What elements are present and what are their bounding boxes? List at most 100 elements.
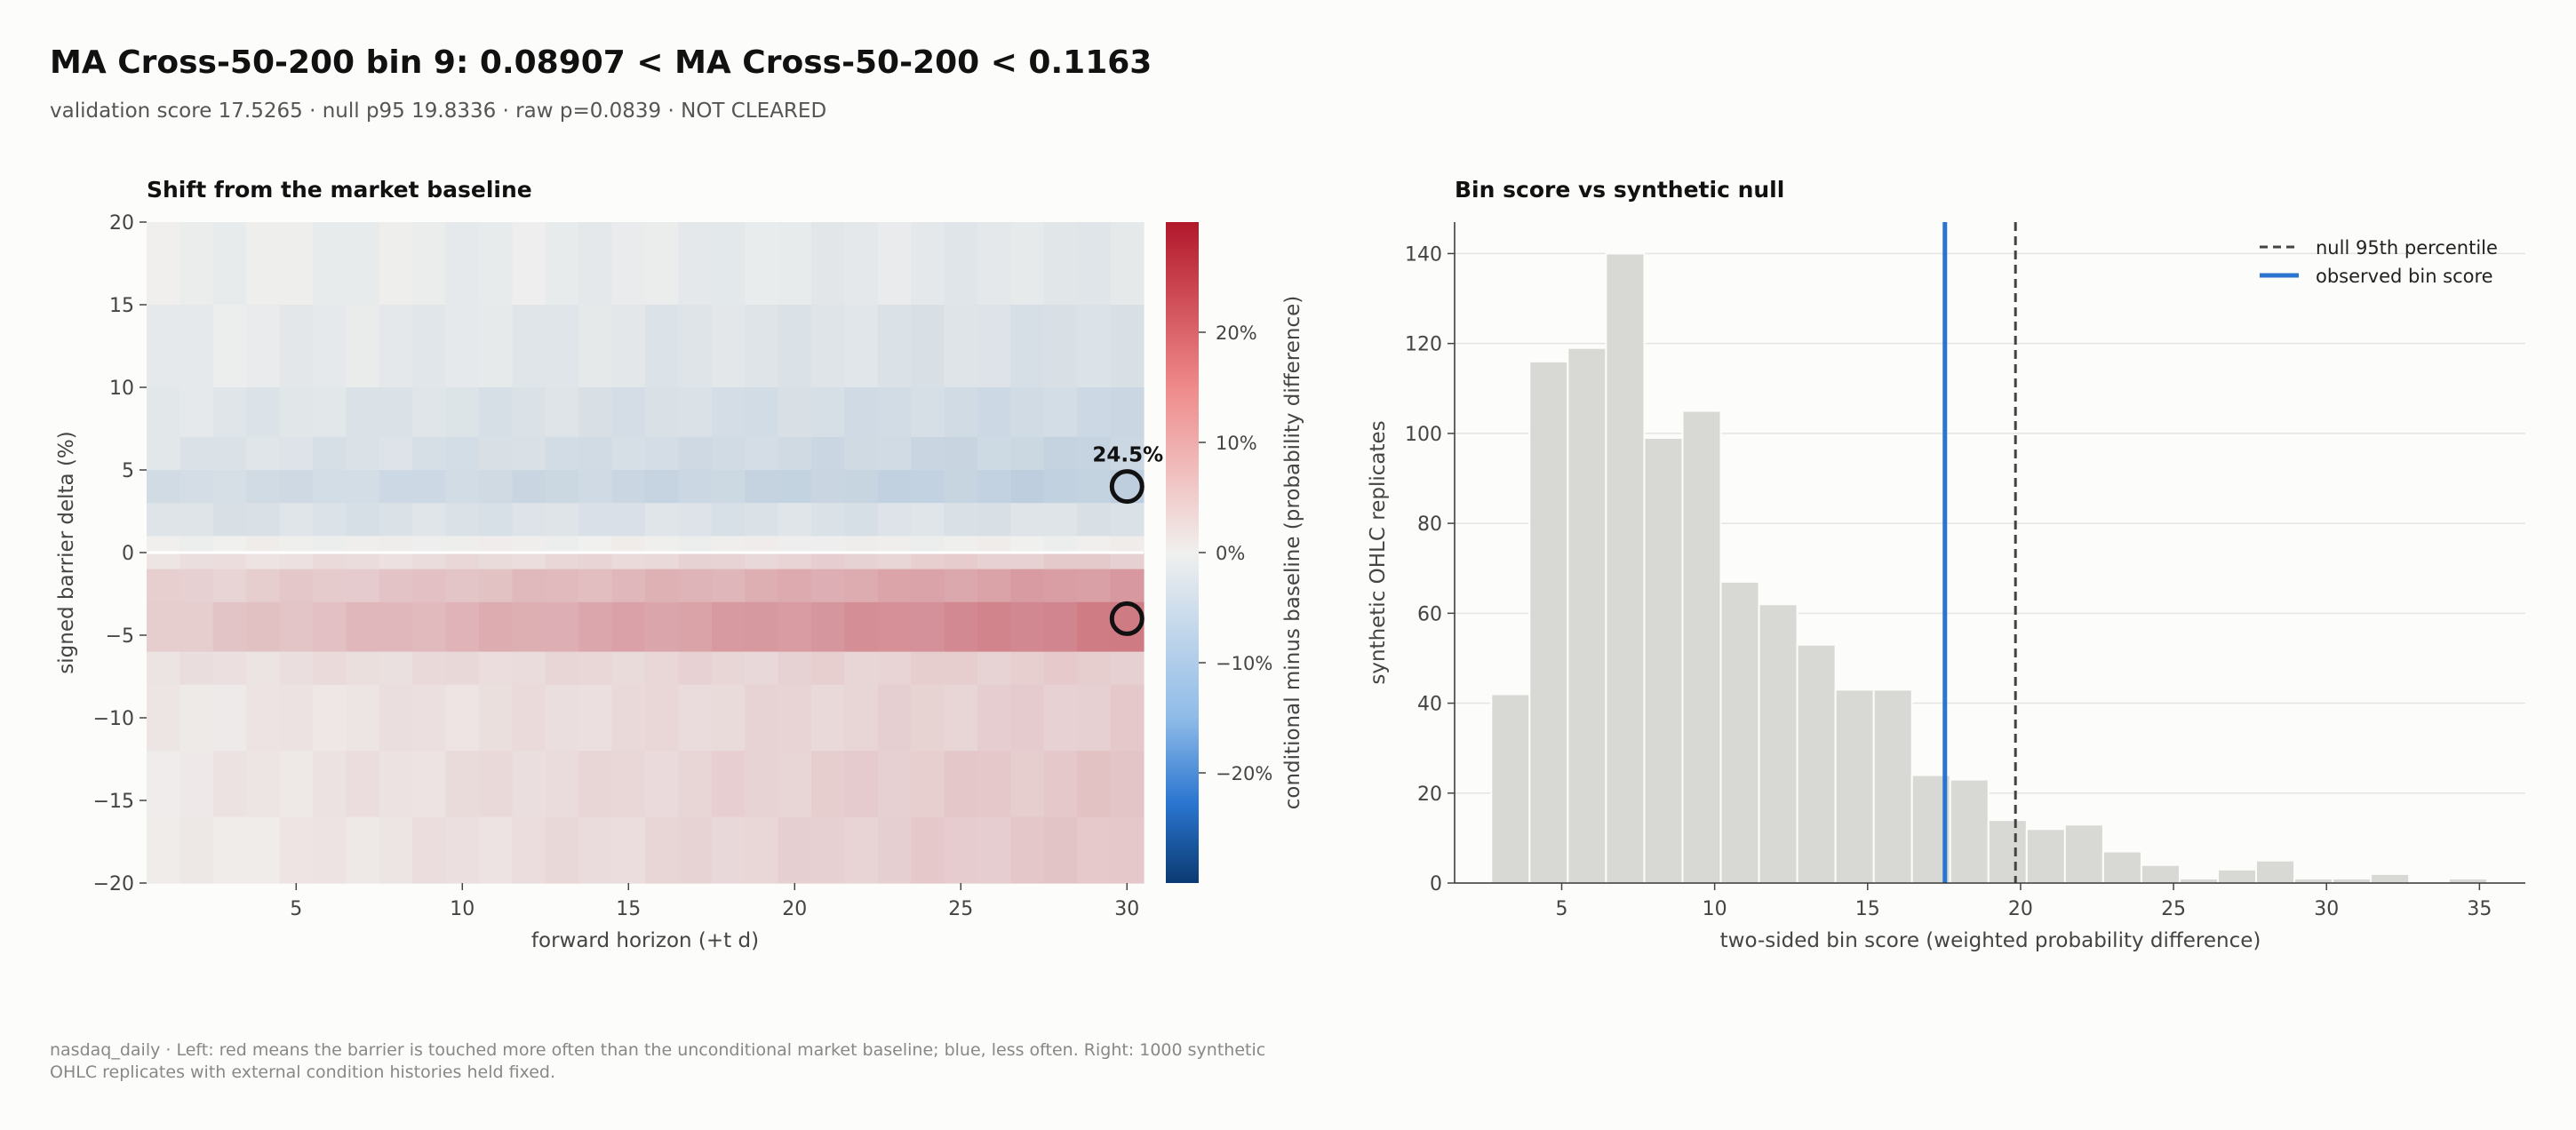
heatmap-cell: [412, 684, 447, 752]
heatmap-cell: [944, 436, 978, 471]
heatmap-cell: [711, 601, 746, 653]
histogram-y-label: synthetic OHLC replicates: [1367, 420, 1390, 684]
heatmap-cell: [1043, 651, 1078, 686]
heatmap-cell: [844, 601, 879, 653]
heatmap-cell: [412, 536, 447, 553]
histogram-x-label: two-sided bin score (weighted probabilit…: [1720, 929, 2261, 952]
heatmap-cell: [313, 470, 347, 504]
colorbar-tick-label: 0%: [1216, 543, 1245, 564]
heatmap-cell: [778, 751, 812, 818]
heatmap-cell: [1110, 503, 1144, 537]
heatmap-cell: [745, 503, 779, 537]
histogram-x-tick-label: 5: [1556, 898, 1568, 920]
heatmap-cell: [811, 503, 845, 537]
heatmap-x-tick-label: 5: [290, 898, 302, 920]
heatmap-cell: [578, 751, 613, 818]
heatmap-cell: [279, 536, 314, 553]
heatmap-cell: [545, 651, 579, 686]
histogram-bar: [2332, 877, 2373, 885]
heatmap-cell: [778, 503, 812, 537]
heatmap-cell: [512, 305, 546, 388]
heatmap-cell: [346, 684, 380, 752]
heatmap-cell: [578, 222, 613, 306]
heatmap-cell: [479, 222, 513, 306]
histogram-bar: [1528, 360, 1569, 884]
heatmap-cell: [445, 436, 480, 471]
histogram-bar: [1681, 410, 1722, 885]
heatmap-cell: [479, 651, 513, 686]
heatmap-cell: [611, 436, 646, 471]
heatmap-cell: [313, 553, 347, 570]
heatmap-cell: [844, 816, 879, 884]
heatmap-cell: [412, 816, 447, 884]
heatmap-cell: [379, 601, 413, 653]
heatmap-cell: [147, 503, 180, 537]
histogram-y-tick-label: 0: [1430, 873, 1442, 895]
heatmap-cell: [445, 553, 480, 570]
heatmap-cell: [412, 569, 447, 603]
heatmap-cell: [346, 536, 380, 553]
heatmap-cell: [279, 470, 314, 504]
heatmap-cell: [811, 436, 845, 471]
heatmap-cell: [944, 470, 978, 504]
heatmap-cell: [977, 222, 1011, 306]
heatmap-cell: [179, 503, 214, 537]
heatmap-y-tick-label: 20: [109, 212, 134, 235]
heatmap-cell: [745, 651, 779, 686]
heatmap-cell: [911, 503, 945, 537]
histogram-y-tick-label: 120: [1405, 334, 1442, 356]
heatmap-cell: [645, 503, 679, 537]
heatmap-cell: [147, 601, 180, 653]
heatmap-cell: [1010, 436, 1045, 471]
histogram-bar: [2255, 859, 2296, 884]
heatmap-cell: [147, 387, 180, 438]
histogram-title: Bin score vs synthetic null: [1455, 177, 1784, 203]
heatmap-cell: [212, 503, 247, 537]
heatmap-cell: [147, 470, 180, 504]
heatmap-cell: [1077, 387, 1112, 438]
heatmap-cell: [1077, 536, 1112, 553]
heatmap-y-tick-label: −5: [106, 625, 134, 648]
heatmap-cell: [313, 569, 347, 603]
heatmap-cell: [911, 751, 945, 818]
heatmap-cell: [911, 569, 945, 603]
heatmap-cell: [1110, 436, 1144, 471]
heatmap-panel: Shift from the market baseline 5 10 15 20 25…: [55, 177, 1163, 952]
heatmap-cell: [844, 684, 879, 752]
heatmap-cell: [246, 553, 281, 570]
histogram-bar: [1605, 252, 1646, 884]
heatmap-cell: [1010, 553, 1045, 570]
histogram-bar: [2293, 877, 2334, 885]
histogram-bar: [2216, 868, 2258, 885]
heatmap-cell: [645, 387, 679, 438]
heatmap-cell: [545, 470, 579, 504]
heatmap-cell: [479, 816, 513, 884]
heatmap-cell: [645, 684, 679, 752]
heatmap-cell: [611, 553, 646, 570]
heatmap-cell: [412, 387, 447, 438]
heatmap-cell: [346, 222, 380, 306]
histogram-bar: [1796, 643, 1837, 885]
heatmap-cell: [279, 305, 314, 388]
heatmap-cell: [944, 569, 978, 603]
heatmap-cell: [1077, 816, 1112, 884]
heatmap-cell: [711, 816, 746, 884]
colorbar-label: conditional minus baseline (probability …: [1281, 296, 1304, 809]
heatmap-cell: [944, 553, 978, 570]
heatmap-cell: [1043, 436, 1078, 471]
heatmap-cell: [313, 601, 347, 653]
heatmap-cell: [313, 751, 347, 818]
heatmap-cell: [512, 816, 546, 884]
heatmap-cell: [877, 387, 912, 438]
heatmap-cell: [147, 751, 180, 818]
colorbar-ticks: 20% 10% 0% −10% −20%: [1199, 322, 1272, 784]
heatmap-marker-circle: [1109, 601, 1144, 636]
heatmap-cell: [745, 601, 779, 653]
heatmap-cell: [778, 387, 812, 438]
heatmap-cell: [412, 470, 447, 504]
heatmap-cell: [379, 569, 413, 603]
heatmap-title: Shift from the market baseline: [147, 177, 532, 203]
footnote: nasdaq_daily · Left: red means the barri…: [50, 1040, 1266, 1082]
heatmap-cell: [578, 470, 613, 504]
heatmap-cell: [944, 816, 978, 884]
